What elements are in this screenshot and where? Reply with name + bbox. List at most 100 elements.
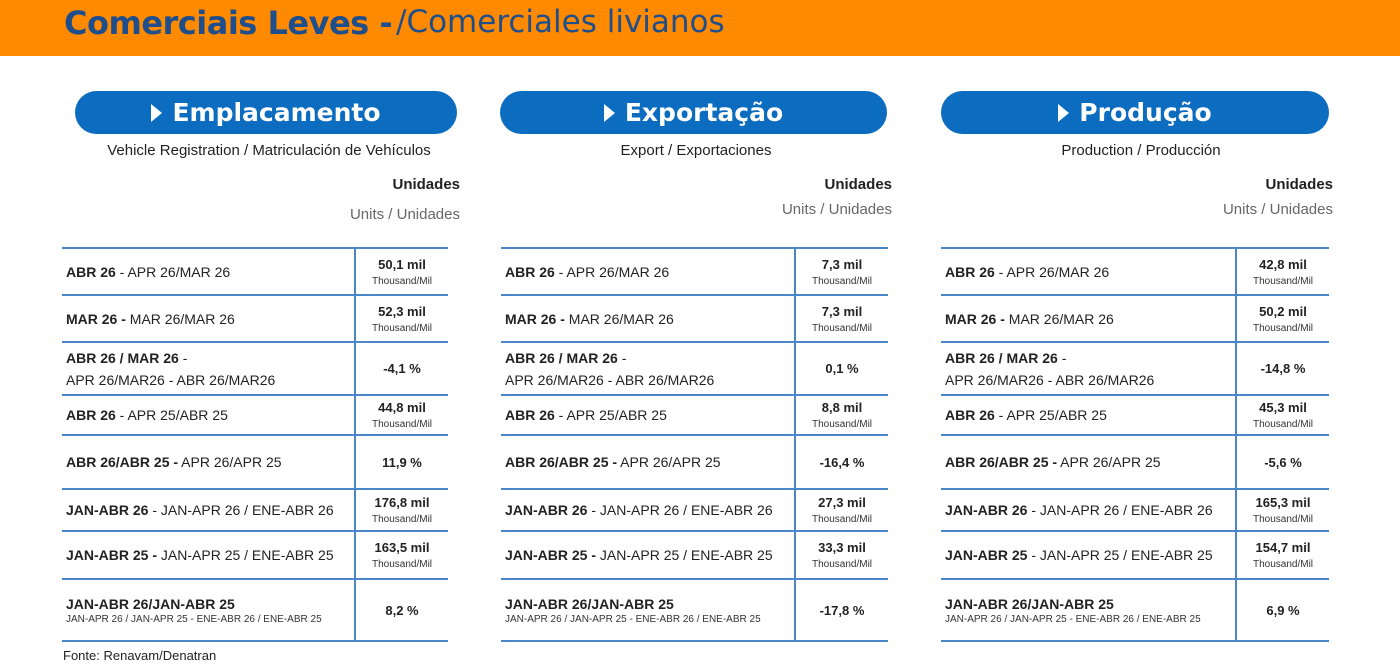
section-title: Exportação	[624, 98, 784, 127]
units-label: Unidades	[392, 176, 460, 193]
row-value-unit: Thousand/Mil	[371, 419, 433, 430]
data-table: ABR 26 - APR 26/MAR 26 50,1 mil Thousand/M…	[62, 247, 448, 642]
table-row: JAN-ABR 25 - JAN-APR 25 / ENE-ABR 25 163,…	[62, 532, 448, 580]
row-value-cell: 176,8 mil Thousand/Mil	[354, 490, 448, 530]
row-label-rest: JAN-APR 25 / ENE-ABR 25	[596, 547, 773, 563]
row-label-small: JAN-APR 26 / JAN-APR 25 - ENE-ABR 26 / E…	[945, 613, 1201, 625]
row-value: -17,8 %	[819, 602, 865, 618]
row-value-cell: 42,8 mil Thousand/Mil	[1235, 249, 1329, 294]
row-label-line: ABR 26/ABR 25 - APR 26/APR 25	[945, 454, 1235, 470]
row-label-rest: - APR 26/MAR 26	[554, 263, 670, 280]
row-label: ABR 26/ABR 25 - APR 26/APR 25	[62, 436, 354, 488]
play-triangle-icon	[151, 103, 163, 122]
row-label-line: MAR 26 - MAR 26/MAR 26	[66, 311, 354, 327]
row-label-rest: MAR 26/MAR 26	[564, 310, 674, 327]
units-sublabel: Units / Unidades	[1222, 201, 1333, 218]
row-value-cell: 44,8 mil Thousand/Mil	[354, 396, 448, 434]
row-label: JAN-ABR 26/JAN-ABR 25 JAN-APR 26 / JAN-AP…	[941, 580, 1235, 640]
row-value: 163,5 mil	[374, 540, 430, 555]
row-value-cell: -14,8 %	[1235, 343, 1329, 394]
table-row: ABR 26/ABR 25 - APR 26/APR 25 -5,6 %	[941, 436, 1329, 490]
table-row: MAR 26 - MAR 26/MAR 26 52,3 mil Thousand/M…	[62, 296, 448, 343]
row-value: -4,1 %	[383, 361, 421, 376]
row-value: 50,1 mil	[378, 256, 426, 272]
row-label: ABR 26 - APR 25/ABR 25	[941, 396, 1235, 434]
table-row: JAN-ABR 26 - JAN-APR 26 / ENE-ABR 26 176,…	[62, 490, 448, 532]
row-value-unit: Thousand/Mil	[811, 419, 873, 430]
section-subtitle: Vehicle Registration / Matriculación de …	[107, 142, 431, 159]
panel-exportacao: Exportação Export / Exportaciones Unidad…	[500, 91, 892, 642]
page-title-es: /Comerciales livianos	[396, 4, 725, 40]
row-value: 0,1 %	[825, 361, 859, 376]
row-label: ABR 26 / MAR 26 - APR 26/MAR26 - ABR 26/M…	[62, 343, 354, 394]
row-label-rest: - JAN-APR 26 / ENE-ABR 26	[1027, 502, 1213, 518]
row-label-line: JAN-ABR 26 - JAN-APR 26 / ENE-ABR 26	[505, 502, 794, 518]
section-title-pill: Produção	[941, 91, 1329, 134]
row-value: 44,8 mil	[378, 400, 426, 415]
table-row: ABR 26 - APR 26/MAR 26 7,3 mil Thousand/Mi…	[501, 249, 888, 296]
table-row: MAR 26 - MAR 26/MAR 26 7,3 mil Thousand/Mi…	[501, 296, 888, 343]
row-label: ABR 26 / MAR 26 - APR 26/MAR26 - ABR 26/M…	[501, 343, 794, 394]
row-label-line2: APR 26/MAR26 - ABR 26/MAR26	[505, 371, 715, 388]
row-label-bold: MAR 26 -	[66, 310, 126, 327]
row-value: 52,3 mil	[378, 303, 426, 319]
row-value: 8,2 %	[385, 602, 419, 618]
table-row: MAR 26 - MAR 26/MAR 26 50,2 mil Thousand/M…	[941, 296, 1329, 343]
row-label-bold: MAR 26 -	[945, 310, 1005, 327]
row-value-unit: Thousand/Mil	[371, 514, 433, 525]
row-label-line: JAN-ABR 26/JAN-ABR 25	[66, 596, 354, 612]
table-row: JAN-ABR 26 - JAN-APR 26 / ENE-ABR 26 27,3…	[501, 490, 888, 532]
row-value: 8,8 mil	[821, 400, 863, 415]
table-row: JAN-ABR 26/JAN-ABR 25 JAN-APR 26 / JAN-AP…	[941, 580, 1329, 642]
row-value-cell: 52,3 mil Thousand/Mil	[354, 296, 448, 341]
row-value: -5,6 %	[1264, 454, 1302, 470]
row-label-rest: -	[617, 349, 627, 366]
row-label-rest: - JAN-APR 25 / ENE-ABR 25	[1027, 547, 1213, 563]
row-label-bold: JAN-ABR 26/JAN-ABR 25	[945, 595, 1114, 612]
play-triangle-icon	[1058, 103, 1070, 122]
row-label-rest: MAR 26/MAR 26	[125, 310, 235, 327]
row-label-line: JAN-ABR 26 - JAN-APR 26 / ENE-ABR 26	[66, 502, 354, 518]
row-label-bold: ABR 26/ABR 25 -	[505, 454, 618, 470]
row-value-cell: 8,8 mil Thousand/Mil	[794, 396, 888, 434]
row-label-line: ABR 26 - APR 26/MAR 26	[945, 264, 1235, 280]
row-value-cell: 33,3 mil Thousand/Mil	[794, 532, 888, 578]
row-label-rest: APR 26/APR 25	[617, 454, 721, 470]
row-label-line: ABR 26 - APR 25/ABR 25	[945, 407, 1235, 423]
row-label-line2: APR 26/MAR26 - ABR 26/MAR26	[66, 371, 276, 388]
section-subtitle: Production / Producción	[1061, 142, 1221, 159]
section-title-pill: Emplacamento	[75, 91, 457, 134]
row-label-small: JAN-APR 26 / JAN-APR 25 - ENE-ABR 26 / E…	[66, 613, 322, 625]
table-row: JAN-ABR 26 - JAN-APR 26 / ENE-ABR 26 165,…	[941, 490, 1329, 532]
row-value-cell: 6,9 %	[1235, 580, 1329, 640]
table-row: ABR 26 - APR 26/MAR 26 50,1 mil Thousand/M…	[62, 249, 448, 296]
row-value-cell: 8,2 %	[354, 580, 448, 640]
row-label-bold: MAR 26 -	[505, 310, 565, 327]
row-value-unit: Thousand/Mil	[371, 559, 433, 570]
row-label-line: JAN-ABR 26/JAN-ABR 25	[505, 596, 794, 612]
play-triangle-icon	[603, 103, 615, 122]
row-label-line: JAN-ABR 26/JAN-ABR 25	[945, 596, 1235, 612]
row-value-cell: 50,2 mil Thousand/Mil	[1235, 296, 1329, 341]
table-row: ABR 26/ABR 25 - APR 26/APR 25 11,9 %	[62, 436, 448, 490]
row-label: MAR 26 - MAR 26/MAR 26	[941, 296, 1235, 341]
units-label: Unidades	[824, 176, 892, 193]
row-label-bold: JAN-ABR 26/JAN-ABR 25	[66, 595, 235, 612]
row-label-line: ABR 26 / MAR 26 -	[945, 350, 1235, 366]
row-label-rest: - APR 25/ABR 25	[554, 407, 667, 423]
row-value-unit: Thousand/Mil	[1252, 275, 1314, 287]
page-title: Comerciais Leves -	[64, 4, 393, 42]
row-label: JAN-ABR 26/JAN-ABR 25 JAN-APR 26 / JAN-AP…	[501, 580, 794, 640]
row-label-rest: - APR 26/MAR 26	[115, 263, 231, 280]
section-title: Emplacamento	[172, 98, 381, 127]
row-label-bold: ABR 26	[505, 407, 555, 423]
section-title: Produção	[1079, 98, 1212, 127]
table-row: ABR 26/ABR 25 - APR 26/APR 25 -16,4 %	[501, 436, 888, 490]
row-value-cell: 165,3 mil Thousand/Mil	[1235, 490, 1329, 530]
row-label-line: JAN-ABR 26 - JAN-APR 26 / ENE-ABR 26	[945, 502, 1235, 518]
table-row: JAN-ABR 25 - JAN-APR 25 / ENE-ABR 25 33,3…	[501, 532, 888, 580]
row-label-line: ABR 26/ABR 25 - APR 26/APR 25	[505, 454, 794, 470]
row-value: 33,3 mil	[818, 540, 866, 555]
row-label-bold: JAN-ABR 26	[66, 502, 149, 518]
row-label-line: ABR 26/ABR 25 - APR 26/APR 25	[66, 454, 354, 470]
